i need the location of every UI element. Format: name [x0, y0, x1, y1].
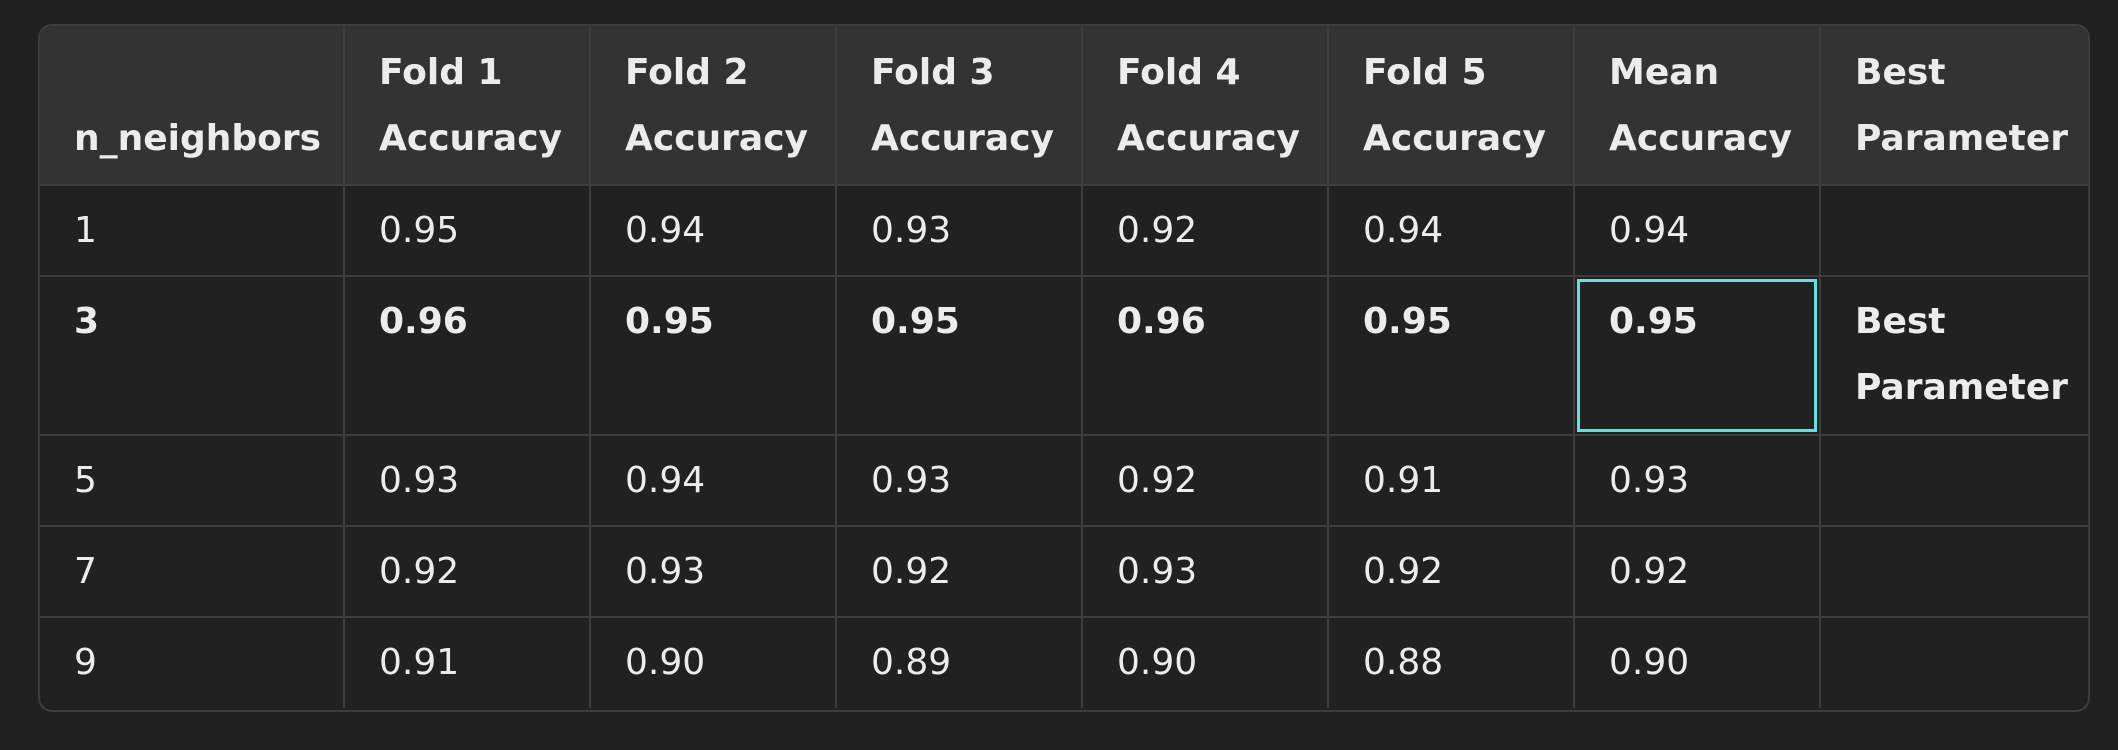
header-fold-5-accuracy: Fold 5 Accuracy: [1328, 26, 1575, 186]
cell-fold-5: 0.88: [1328, 617, 1575, 708]
header-text-line-1: Fold 2: [625, 52, 749, 93]
cell-n-neighbors: 7: [40, 526, 345, 618]
header-text-line-1: Best: [1855, 52, 1946, 93]
cell-fold-3: 0.93: [836, 435, 1083, 527]
header-text-line-2: Accuracy: [871, 118, 1055, 159]
cell-fold-3: 0.89: [836, 617, 1083, 708]
cell-fold-5: 0.95: [1328, 276, 1575, 436]
table-row-best: 3 0.96 0.95 0.95 0.96 0.95 0.95 Best Par…: [40, 276, 2088, 436]
cell-fold-2: 0.90: [590, 617, 837, 708]
header-fold-3-accuracy: Fold 3 Accuracy: [836, 26, 1083, 186]
header-text-line-2: Accuracy: [1609, 118, 1793, 159]
header-fold-1-accuracy: Fold 1 Accuracy: [344, 26, 591, 186]
cell-fold-3: 0.93: [836, 185, 1083, 277]
cell-fold-3: 0.92: [836, 526, 1083, 618]
cell-fold-3: 0.95: [836, 276, 1083, 436]
header-fold-2-accuracy: Fold 2 Accuracy: [590, 26, 837, 186]
header-row: n_neighbors Fold 1 Accuracy Fold 2 Accur…: [40, 26, 2088, 186]
cell-n-neighbors: 1: [40, 185, 345, 277]
cell-mean: 0.92: [1574, 526, 1821, 618]
cell-best: [1820, 435, 2088, 527]
header-n-neighbors: n_neighbors: [40, 26, 345, 186]
header-text: n_neighbors: [74, 118, 322, 159]
cell-fold-1: 0.93: [344, 435, 591, 527]
cell-best: Best Parameter: [1820, 276, 2088, 436]
cell-best: [1820, 526, 2088, 618]
header-text-line-2: Accuracy: [379, 118, 563, 159]
cell-fold-1: 0.96: [344, 276, 591, 436]
results-table-container: n_neighbors Fold 1 Accuracy Fold 2 Accur…: [38, 24, 2090, 712]
cell-fold-4: 0.92: [1082, 435, 1329, 527]
cross-validation-table: n_neighbors Fold 1 Accuracy Fold 2 Accur…: [40, 26, 2088, 708]
header-text-line-2: Parameter: [1855, 118, 2069, 159]
cell-n-neighbors: 9: [40, 617, 345, 708]
cell-fold-2: 0.93: [590, 526, 837, 618]
header-text-line-1: Fold 4: [1117, 52, 1241, 93]
table-row: 1 0.95 0.94 0.93 0.92 0.94 0.94: [40, 185, 2088, 277]
cell-mean: 0.90: [1574, 617, 1821, 708]
cell-fold-4: 0.92: [1082, 185, 1329, 277]
cell-mean: 0.93: [1574, 435, 1821, 527]
header-text-line-1: Mean: [1609, 52, 1720, 93]
cell-fold-4: 0.93: [1082, 526, 1329, 618]
cell-fold-1: 0.95: [344, 185, 591, 277]
table-row: 5 0.93 0.94 0.93 0.92 0.91 0.93: [40, 435, 2088, 527]
header-text-line-1: Fold 1: [379, 52, 503, 93]
cell-mean-selected[interactable]: 0.95: [1574, 276, 1821, 436]
table-row: 9 0.91 0.90 0.89 0.90 0.88 0.90: [40, 617, 2088, 708]
header-text-line-2: Accuracy: [1363, 118, 1547, 159]
header-fold-4-accuracy: Fold 4 Accuracy: [1082, 26, 1329, 186]
cell-fold-5: 0.91: [1328, 435, 1575, 527]
cell-fold-5: 0.94: [1328, 185, 1575, 277]
cell-fold-1: 0.91: [344, 617, 591, 708]
cell-mean: 0.94: [1574, 185, 1821, 277]
table-row: 7 0.92 0.93 0.92 0.93 0.92 0.92: [40, 526, 2088, 618]
cell-fold-5: 0.92: [1328, 526, 1575, 618]
cell-n-neighbors: 5: [40, 435, 345, 527]
cell-n-neighbors: 3: [40, 276, 345, 436]
cell-best: [1820, 617, 2088, 708]
cell-fold-2: 0.94: [590, 435, 837, 527]
header-text-line-2: Accuracy: [625, 118, 809, 159]
header-mean-accuracy: Mean Accuracy: [1574, 26, 1821, 186]
cell-fold-2: 0.94: [590, 185, 837, 277]
header-best-parameter: Best Parameter: [1820, 26, 2088, 186]
cell-fold-1: 0.92: [344, 526, 591, 618]
cell-fold-4: 0.90: [1082, 617, 1329, 708]
header-text-line-1: Fold 3: [871, 52, 995, 93]
cell-fold-2: 0.95: [590, 276, 837, 436]
cell-fold-4: 0.96: [1082, 276, 1329, 436]
header-text-line-1: Fold 5: [1363, 52, 1487, 93]
header-text-line-2: Accuracy: [1117, 118, 1301, 159]
cell-best: [1820, 185, 2088, 277]
